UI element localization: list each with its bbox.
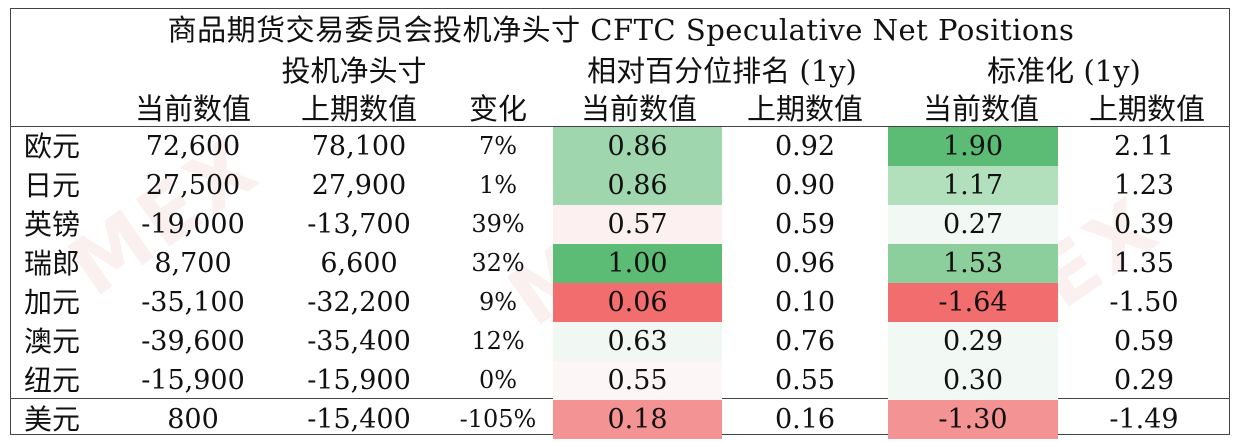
header-divider: [10, 126, 1230, 127]
cell-net-prev: -13,700: [307, 209, 411, 240]
cell-change: 32%: [471, 249, 525, 277]
cell-rank-cur: 0.06: [553, 283, 722, 322]
table-row: 美元 800 -15,400 -105% 0.18 0.16 -1.30 -1.49: [10, 400, 1230, 439]
table-row: 加元 -35,100 -32,200 9% 0.06 0.10 -1.64 -1.50: [10, 283, 1230, 322]
cell-std-cur: -1.30: [888, 400, 1058, 439]
cell-net-cur: 27,500: [145, 170, 241, 201]
cell-name: 瑞郎: [24, 247, 81, 280]
cell-net-cur: 8,700: [154, 248, 232, 279]
column-header-std-previous: 上期数值: [1088, 92, 1205, 126]
cell-net-prev: -15,400: [307, 404, 411, 435]
cell-std-cur: -1.64: [888, 283, 1058, 322]
cell-rank-prev: 0.92: [774, 131, 836, 162]
cell-std-prev: 0.39: [1113, 209, 1175, 240]
cell-change: 7%: [478, 132, 518, 160]
cell-rank-cur: 1.00: [553, 244, 722, 283]
cell-std-prev: -1.49: [1109, 404, 1179, 435]
group-header-std: 标准化 (1y): [987, 54, 1141, 88]
cell-std-prev: 1.23: [1113, 170, 1175, 201]
cell-rank-prev: 0.55: [774, 365, 836, 396]
cell-name: 澳元: [24, 325, 81, 358]
cell-net-prev: 6,600: [320, 248, 398, 279]
cell-net-cur: -19,000: [141, 209, 245, 240]
cell-std-cur: 1.17: [888, 166, 1058, 205]
cell-rank-cur: 0.57: [553, 205, 722, 244]
cell-net-cur: -15,900: [141, 365, 245, 396]
cell-name: 日元: [24, 169, 81, 202]
cell-change: 12%: [471, 327, 525, 355]
cell-net-cur: -35,100: [141, 287, 245, 318]
cell-rank-prev: 0.10: [774, 287, 836, 318]
table-row: 英镑 -19,000 -13,700 39% 0.57 0.59 0.27 0.39: [10, 205, 1230, 244]
cell-net-cur: 72,600: [145, 131, 241, 162]
cell-rank-prev: 0.96: [774, 248, 836, 279]
column-header-net-current: 当前数值: [134, 92, 251, 126]
table-row: 纽元 -15,900 -15,900 0% 0.55 0.55 0.30 0.29: [10, 361, 1230, 400]
cell-name: 美元: [24, 403, 81, 436]
cell-change: 39%: [471, 210, 525, 238]
column-header-std-current: 当前数值: [922, 92, 1039, 126]
cell-rank-cur: 0.86: [553, 166, 722, 205]
cell-name: 加元: [24, 286, 81, 319]
cell-net-prev: 78,100: [311, 131, 407, 162]
group-header-net: 投机净头寸: [281, 54, 427, 88]
cell-name: 英镑: [24, 208, 81, 241]
cell-std-cur: 0.27: [888, 205, 1058, 244]
column-header-net-previous: 上期数值: [300, 92, 417, 126]
cell-net-prev: -15,900: [307, 365, 411, 396]
table-row: 欧元 72,600 78,100 7% 0.86 0.92 1.90 2.11: [10, 127, 1230, 166]
cell-net-cur: -39,600: [141, 326, 245, 357]
cell-name: 欧元: [24, 130, 81, 163]
table-row: 瑞郎 8,700 6,600 32% 1.00 0.96 1.53 1.35: [10, 244, 1230, 283]
cell-rank-cur: 0.18: [553, 400, 722, 439]
cell-rank-cur: 0.86: [553, 127, 722, 166]
cell-rank-prev: 0.90: [774, 170, 836, 201]
cell-std-cur: 1.90: [888, 127, 1058, 166]
cell-net-prev: -35,400: [307, 326, 411, 357]
cell-net-prev: -32,200: [307, 287, 411, 318]
cell-std-prev: -1.50: [1109, 287, 1179, 318]
cell-std-cur: 1.53: [888, 244, 1058, 283]
cell-net-cur: 800: [167, 404, 219, 435]
cell-change: 1%: [478, 171, 518, 199]
page-title: 商品期货交易委员会投机净头寸 CFTC Speculative Net Posi…: [167, 13, 1075, 47]
cell-rank-cur: 0.55: [553, 361, 722, 400]
cell-std-prev: 0.29: [1113, 365, 1175, 396]
cell-rank-prev: 0.16: [774, 404, 836, 435]
cell-rank-cur: 0.63: [553, 322, 722, 361]
group-header-rank: 相对百分位排名 (1y): [587, 54, 857, 88]
cell-std-prev: 2.11: [1113, 131, 1175, 162]
column-header-rank-previous: 上期数值: [746, 92, 863, 126]
cell-change: 0%: [478, 366, 518, 394]
table-row: 日元 27,500 27,900 1% 0.86 0.90 1.17 1.23: [10, 166, 1230, 205]
cell-net-prev: 27,900: [311, 170, 407, 201]
cell-change: -105%: [459, 405, 537, 433]
cell-std-prev: 0.59: [1113, 326, 1175, 357]
cell-name: 纽元: [24, 364, 81, 397]
cell-std-prev: 1.35: [1113, 248, 1175, 279]
cell-change: 9%: [478, 288, 518, 316]
cell-rank-prev: 0.59: [774, 209, 836, 240]
cell-std-cur: 0.30: [888, 361, 1058, 400]
table-row: 澳元 -39,600 -35,400 12% 0.63 0.76 0.29 0.59: [10, 322, 1230, 361]
cell-std-cur: 0.29: [888, 322, 1058, 361]
cell-rank-prev: 0.76: [774, 326, 836, 357]
column-header-rank-current: 当前数值: [580, 92, 697, 126]
column-header-change: 变化: [468, 92, 527, 126]
